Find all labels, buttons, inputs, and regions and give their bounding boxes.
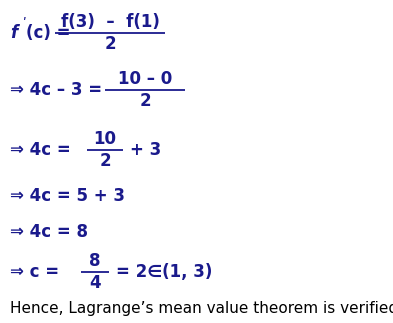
Text: 8: 8 (89, 252, 101, 270)
Text: f(3)  –  f(1): f(3) – f(1) (61, 13, 160, 31)
Text: 10: 10 (94, 130, 116, 148)
Text: ⇒ 4c = 8: ⇒ 4c = 8 (10, 223, 88, 241)
Text: 2: 2 (99, 152, 111, 170)
Text: = 2∈(1, 3): = 2∈(1, 3) (116, 263, 212, 281)
Text: 2: 2 (139, 92, 151, 110)
Text: ʹ: ʹ (22, 17, 26, 30)
Text: Hence, Lagrange’s mean value theorem is verified.: Hence, Lagrange’s mean value theorem is … (10, 300, 393, 316)
Text: f: f (10, 24, 17, 42)
Text: + 3: + 3 (130, 141, 161, 159)
Text: (c) =: (c) = (26, 24, 70, 42)
Text: ⇒ 4c =: ⇒ 4c = (10, 141, 71, 159)
Text: ⇒ 4c – 3 =: ⇒ 4c – 3 = (10, 81, 102, 99)
Text: 2: 2 (104, 35, 116, 53)
Text: ⇒ c =: ⇒ c = (10, 263, 59, 281)
Text: ⇒ 4c = 5 + 3: ⇒ 4c = 5 + 3 (10, 187, 125, 205)
Text: 4: 4 (89, 274, 101, 292)
Text: 10 – 0: 10 – 0 (118, 70, 172, 88)
